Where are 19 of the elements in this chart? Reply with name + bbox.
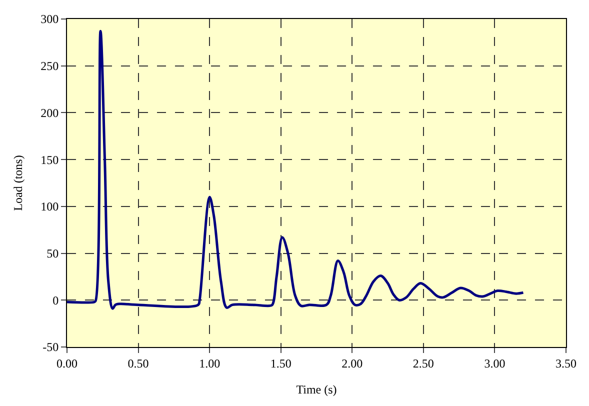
y-tick-label: 150	[40, 152, 59, 167]
y-tick-label: 300	[40, 12, 59, 26]
x-tick-label: 3.00	[484, 356, 506, 370]
y-tick-label: -50	[42, 340, 59, 354]
y-tick-label: 250	[40, 59, 59, 74]
x-axis-title: Time (s)	[296, 382, 337, 396]
x-tick-label: 3.50	[556, 356, 576, 370]
y-tick-label: 0	[52, 293, 59, 308]
x-tick-label: 2.00	[342, 356, 363, 370]
x-tick-label: 0.00	[56, 356, 78, 370]
x-tick-label: 0.50	[128, 356, 149, 370]
y-tick-label: 200	[40, 106, 59, 120]
y-tick-label: 50	[46, 246, 59, 260]
x-tick-label: 1.00	[199, 356, 220, 370]
y-tick-label: 100	[40, 200, 59, 214]
y-axis-title: Load (tons)	[10, 155, 25, 211]
x-tick-label: 2.50	[412, 356, 434, 370]
x-tick-label: 1.50	[270, 356, 292, 370]
line-series	[67, 30, 524, 310]
